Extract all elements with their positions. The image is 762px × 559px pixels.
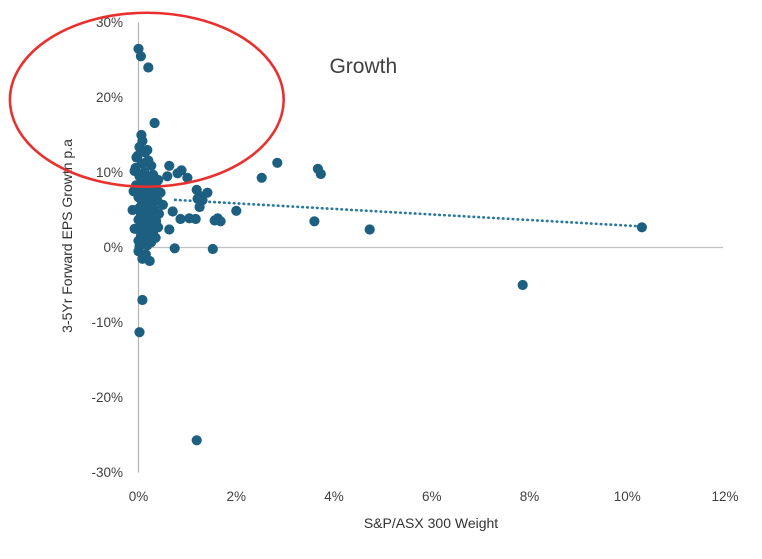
scatter-points: [127, 43, 648, 446]
data-point: [636, 222, 648, 233]
data-point: [231, 205, 242, 216]
data-point: [164, 160, 175, 171]
data-point: [169, 243, 180, 254]
data-point: [128, 186, 139, 197]
data-point: [194, 201, 205, 213]
data-point: [167, 206, 178, 217]
y-tick-label: 0%: [103, 240, 123, 255]
data-point: [142, 240, 153, 251]
y-tick-label: -20%: [91, 390, 123, 405]
data-point: [182, 172, 193, 183]
data-point: [137, 294, 148, 306]
y-tick-label: -10%: [91, 315, 123, 330]
data-point: [136, 158, 147, 169]
data-point: [135, 51, 146, 62]
x-tick-label: 0%: [129, 489, 149, 504]
y-axis-tick-labels: 30% 20% 10% 0% -10% -20% -30%: [91, 15, 123, 480]
data-point: [129, 223, 140, 234]
x-tick-label: 8%: [520, 489, 540, 504]
data-point: [364, 224, 375, 235]
data-point: [140, 249, 151, 260]
data-point: [309, 216, 320, 227]
y-tick-label: 10%: [96, 165, 123, 180]
x-tick-label: 10%: [614, 489, 641, 504]
y-tick-label: 30%: [96, 15, 123, 30]
data-point: [315, 168, 326, 180]
data-point: [146, 160, 157, 171]
data-point: [134, 327, 145, 338]
y-axis-title: 3-5Yr Forward EPS Growth p.a: [59, 139, 75, 333]
data-point: [202, 187, 213, 198]
data-point: [191, 435, 202, 446]
data-point: [209, 215, 220, 226]
data-point: [140, 147, 151, 158]
data-point: [157, 199, 168, 210]
growth-ellipse-annotation: [8, 11, 285, 189]
x-tick-label: 4%: [324, 489, 344, 504]
data-point: [207, 243, 218, 255]
data-point: [272, 157, 283, 168]
data-point: [162, 171, 173, 182]
data-point: [149, 117, 160, 129]
y-tick-label: 20%: [96, 90, 123, 105]
x-tick-label: 6%: [422, 489, 442, 504]
data-point: [127, 204, 138, 216]
trendline-dotted: [173, 198, 639, 228]
data-point: [164, 224, 175, 235]
y-tick-label: -30%: [91, 465, 123, 480]
x-axis-tick-labels: 0% 2% 4% 6% 8% 10% 12%: [129, 489, 739, 504]
data-point: [190, 213, 201, 225]
x-tick-label: 12%: [711, 489, 738, 504]
data-point: [517, 279, 528, 291]
data-point: [176, 165, 187, 176]
growth-annotation-label: Growth: [329, 55, 397, 78]
data-point: [143, 62, 154, 73]
x-tick-label: 2%: [226, 489, 246, 504]
x-axis-title: S&P/ASX 300 Weight: [364, 515, 498, 531]
data-point: [256, 172, 267, 183]
data-point: [175, 213, 186, 225]
